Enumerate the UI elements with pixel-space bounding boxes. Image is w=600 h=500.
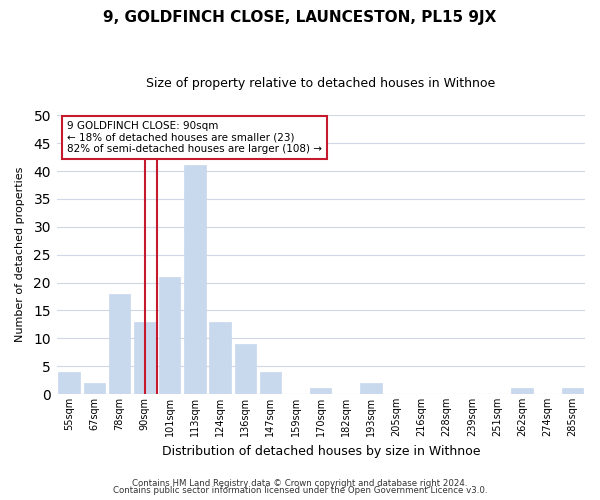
Text: 9, GOLDFINCH CLOSE, LAUNCESTON, PL15 9JX: 9, GOLDFINCH CLOSE, LAUNCESTON, PL15 9JX bbox=[103, 10, 497, 25]
Text: Contains HM Land Registry data © Crown copyright and database right 2024.: Contains HM Land Registry data © Crown c… bbox=[132, 478, 468, 488]
Bar bbox=[562, 388, 583, 394]
Y-axis label: Number of detached properties: Number of detached properties bbox=[15, 167, 25, 342]
Bar bbox=[184, 166, 206, 394]
Bar bbox=[83, 383, 105, 394]
X-axis label: Distribution of detached houses by size in Withnoe: Distribution of detached houses by size … bbox=[161, 444, 480, 458]
Text: Contains public sector information licensed under the Open Government Licence v3: Contains public sector information licen… bbox=[113, 486, 487, 495]
Bar bbox=[260, 372, 281, 394]
Bar bbox=[235, 344, 256, 394]
Title: Size of property relative to detached houses in Withnoe: Size of property relative to detached ho… bbox=[146, 78, 496, 90]
Bar bbox=[310, 388, 331, 394]
Bar bbox=[159, 277, 181, 394]
Bar bbox=[58, 372, 80, 394]
Text: 9 GOLDFINCH CLOSE: 90sqm
← 18% of detached houses are smaller (23)
82% of semi-d: 9 GOLDFINCH CLOSE: 90sqm ← 18% of detach… bbox=[67, 121, 322, 154]
Bar bbox=[134, 322, 155, 394]
Bar bbox=[361, 383, 382, 394]
Bar bbox=[209, 322, 231, 394]
Bar bbox=[511, 388, 533, 394]
Bar bbox=[109, 294, 130, 394]
